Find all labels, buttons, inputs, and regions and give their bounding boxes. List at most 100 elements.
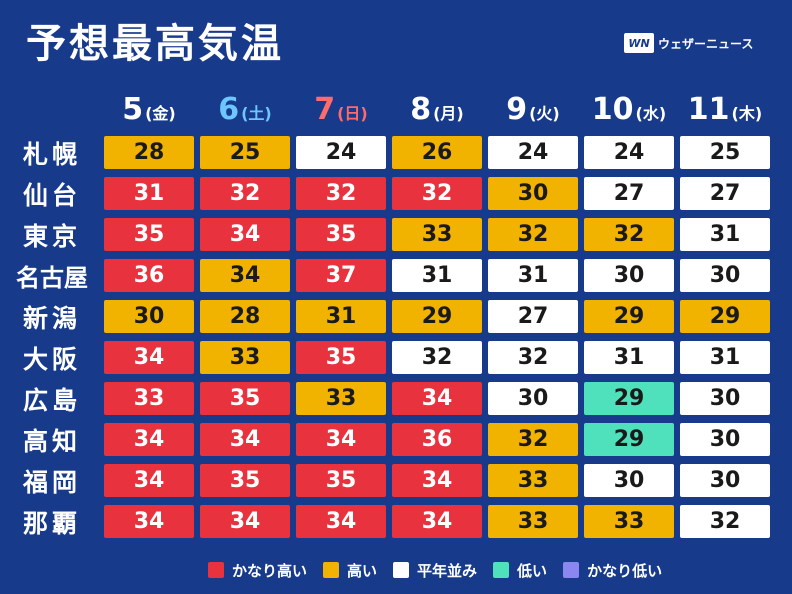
logo-mark-icon: WN <box>624 33 654 53</box>
day-header-11: 11 (木) <box>678 92 772 128</box>
city-label: 仙台 <box>22 180 81 210</box>
temp-cell: 28 <box>200 300 290 333</box>
day-weekday: (木) <box>731 104 763 123</box>
temp-cell: 32 <box>296 177 386 210</box>
day-weekday: (金) <box>145 104 176 123</box>
day-number: 7 <box>314 92 336 127</box>
temp-cell: 32 <box>488 341 578 374</box>
temp-cell: 29 <box>584 423 674 456</box>
legend-item-vlow: かなり低い <box>563 560 662 581</box>
legend-swatch <box>393 562 410 578</box>
temp-cell: 24 <box>488 136 578 169</box>
temp-cell: 34 <box>392 464 482 497</box>
temp-cell: 34 <box>104 341 194 374</box>
temp-cell: 29 <box>680 300 770 333</box>
temp-cell: 27 <box>488 300 578 333</box>
legend-swatch <box>323 562 340 578</box>
temp-cell: 34 <box>104 423 194 456</box>
logo-text: ウェザーニュース <box>658 36 754 51</box>
legend-item-normal: 平年並み <box>393 560 477 581</box>
city-label: 広島 <box>22 385 81 415</box>
chart-title: 予想最高気温 <box>26 21 284 67</box>
city-label: 大阪 <box>22 344 81 374</box>
temp-cell: 34 <box>200 259 290 292</box>
day-weekday: (火) <box>529 104 560 123</box>
day-number: 6 <box>218 92 240 127</box>
temp-cell: 30 <box>680 464 770 497</box>
temp-cell: 31 <box>392 259 482 292</box>
legend-item-high: 高い <box>323 560 377 581</box>
day-weekday: (水) <box>635 104 667 123</box>
temp-cell: 34 <box>104 464 194 497</box>
city-label: 那覇 <box>22 508 81 538</box>
temp-cell: 32 <box>680 505 770 538</box>
day-header-7: 7 (日) <box>294 92 388 128</box>
temp-cell: 33 <box>200 341 290 374</box>
temp-cell: 34 <box>200 505 290 538</box>
temp-cell: 30 <box>488 382 578 415</box>
legend-swatch <box>563 562 580 578</box>
temp-cell: 33 <box>392 218 482 251</box>
temp-cell: 31 <box>680 341 770 374</box>
temp-cell: 34 <box>104 505 194 538</box>
legend-label: 平年並み <box>417 561 478 580</box>
temp-cell: 28 <box>104 136 194 169</box>
city-label: 新潟 <box>22 303 81 333</box>
temp-cell: 31 <box>680 218 770 251</box>
temp-cell: 26 <box>392 136 482 169</box>
temp-cell: 30 <box>584 259 674 292</box>
temp-cell: 35 <box>200 464 290 497</box>
temp-cell: 32 <box>488 423 578 456</box>
city-label: 名古屋 <box>16 264 88 292</box>
temp-cell: 31 <box>296 300 386 333</box>
legend-item-low: 低い <box>493 560 547 581</box>
temp-cell: 24 <box>296 136 386 169</box>
temp-cell: 36 <box>104 259 194 292</box>
temp-cell: 31 <box>104 177 194 210</box>
legend-label: かなり高い <box>232 561 308 580</box>
temp-cell: 35 <box>104 218 194 251</box>
city-label: 福岡 <box>22 467 81 497</box>
day-number: 10 <box>591 92 634 127</box>
city-label: 東京 <box>22 221 81 251</box>
temp-cell: 29 <box>584 382 674 415</box>
temp-cell: 32 <box>200 177 290 210</box>
temp-cell: 35 <box>296 218 386 251</box>
city-label: 高知 <box>22 426 81 456</box>
legend-item-vhigh: かなり高い <box>208 560 307 581</box>
day-number: 9 <box>506 92 528 127</box>
day-header-9: 9 (火) <box>486 92 580 128</box>
legend-swatch <box>208 562 224 578</box>
temp-cell: 29 <box>392 300 482 333</box>
legend-label: 低い <box>517 561 548 580</box>
temp-cell: 32 <box>392 177 482 210</box>
city-label: 札幌 <box>22 139 81 169</box>
temp-cell: 37 <box>296 259 386 292</box>
temp-cell: 32 <box>392 341 482 374</box>
day-header-6: 6 (土) <box>198 92 292 128</box>
temp-cell: 31 <box>488 259 578 292</box>
temp-cell: 35 <box>296 341 386 374</box>
day-header-10: 10 (水) <box>582 92 676 128</box>
temp-cell: 34 <box>392 382 482 415</box>
temp-cell: 30 <box>680 259 770 292</box>
temp-cell: 27 <box>680 177 770 210</box>
temp-cell: 34 <box>200 423 290 456</box>
day-weekday: (日) <box>337 104 368 123</box>
day-header-8: 8 (月) <box>390 92 484 128</box>
day-header-5: 5 (金) <box>102 92 196 128</box>
temp-cell: 34 <box>200 218 290 251</box>
temp-cell: 29 <box>584 300 674 333</box>
temp-cell: 30 <box>680 423 770 456</box>
temp-cell: 30 <box>584 464 674 497</box>
weathernews-logo: WN ウェザーニュース <box>624 32 753 54</box>
temp-cell: 35 <box>296 464 386 497</box>
day-number: 8 <box>410 92 432 127</box>
temp-cell: 34 <box>392 505 482 538</box>
temp-cell: 32 <box>584 218 674 251</box>
temp-cell: 33 <box>296 382 386 415</box>
day-weekday: (土) <box>241 104 272 123</box>
temp-cell: 24 <box>584 136 674 169</box>
temp-cell: 30 <box>680 382 770 415</box>
